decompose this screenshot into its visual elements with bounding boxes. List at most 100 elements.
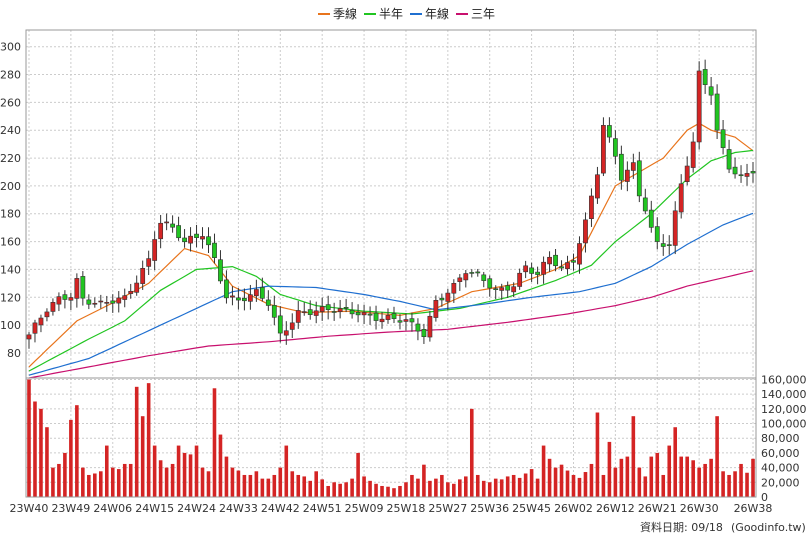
volume-bar: [499, 479, 504, 497]
candle-body: [648, 209, 654, 228]
volume-bar: [254, 471, 259, 497]
volume-tick-label: 120,000: [761, 403, 807, 416]
volume-bar: [386, 486, 390, 497]
volume-bar: [260, 478, 265, 497]
candle-body: [38, 317, 44, 326]
volume-bar: [547, 458, 552, 497]
volume-bar: [146, 383, 151, 497]
volume-bar: [374, 483, 378, 497]
volume-bar: [39, 408, 43, 497]
volume-bar: [416, 478, 420, 497]
candle-body: [212, 242, 217, 258]
candle-body: [624, 169, 630, 182]
candle-body: [421, 329, 427, 338]
candle-body: [415, 323, 421, 332]
volume-bar: [613, 467, 618, 497]
candle-body: [68, 297, 74, 301]
candle-body: [289, 322, 295, 330]
volume-bar: [242, 474, 247, 497]
volume-bar: [170, 463, 175, 497]
candle-body: [242, 297, 247, 302]
candle-body: [529, 267, 535, 274]
candle-body: [247, 294, 253, 302]
candle-body: [589, 195, 594, 219]
price-tick-label: 280: [0, 69, 21, 82]
volume-tick-label: 60,000: [761, 447, 800, 460]
footer: 資料日期: 09/18 (Goodinfo.tw): [640, 520, 806, 534]
volume-bar: [320, 479, 324, 497]
volume-bar: [308, 480, 313, 497]
volume-bar: [158, 460, 163, 497]
candle-body: [427, 315, 433, 338]
volume-bar: [278, 467, 283, 497]
date-label: 資料日期: 09/18: [640, 520, 723, 534]
volume-bar: [637, 467, 642, 497]
time-tick-label: 26W02: [554, 502, 593, 515]
candle-body: [331, 311, 337, 313]
volume-bar: [152, 445, 157, 497]
candle-body: [493, 288, 499, 290]
candle-body: [672, 210, 678, 246]
candle-body: [50, 302, 56, 312]
volume-bar: [667, 445, 672, 497]
candle-body: [236, 297, 241, 301]
legend-label: 半年: [379, 7, 403, 21]
volume-bar: [206, 471, 211, 497]
candle-body: [307, 309, 313, 315]
candle-body: [607, 125, 612, 138]
candle-body: [403, 319, 409, 322]
time-tick-label: 25W18: [387, 502, 426, 515]
volume-bar: [164, 467, 169, 497]
candle-body: [271, 305, 277, 318]
candle-body: [206, 236, 211, 246]
volume-bar: [110, 467, 115, 497]
candle-body: [86, 299, 92, 305]
volume-bar: [655, 452, 660, 497]
candle-body: [188, 235, 193, 244]
candle-body: [553, 254, 558, 267]
price-tick-label: 80: [7, 347, 21, 360]
candle-body: [32, 322, 38, 334]
candle-body: [140, 268, 146, 284]
legend-label: 季線: [333, 6, 357, 21]
volume-bar: [87, 474, 91, 497]
candle-body: [463, 273, 469, 281]
time-tick-label: 25W36: [470, 502, 509, 515]
candle-body: [319, 306, 325, 312]
price-tick-label: 220: [0, 152, 21, 165]
candle-body: [636, 160, 642, 197]
volume-bar: [27, 379, 31, 497]
candle-body: [265, 299, 271, 306]
volume-bar: [410, 474, 414, 497]
volume-bar: [188, 454, 193, 497]
volume-bar: [176, 445, 181, 497]
candle-body: [367, 313, 373, 316]
candle-body: [218, 259, 223, 282]
volume-bar: [733, 471, 737, 497]
candle-body: [62, 294, 68, 300]
candle-body: [295, 310, 301, 323]
time-tick-label: 25W09: [345, 502, 384, 515]
candle-body: [146, 258, 152, 267]
candle-body: [164, 221, 170, 224]
candle-body: [612, 138, 618, 157]
candle-body: [595, 174, 600, 199]
moving-average-lines: [28, 122, 754, 379]
candle-body: [379, 318, 385, 323]
time-tick-label: 24W33: [219, 502, 258, 515]
volume-bar: [517, 477, 522, 497]
volume-bar: [661, 474, 666, 497]
candle-body: [738, 174, 744, 177]
candle-body: [259, 287, 265, 299]
volume-bar: [601, 474, 606, 497]
candle-body: [654, 226, 660, 242]
volume-bar: [703, 463, 707, 497]
candle-body: [517, 272, 523, 287]
volume-bar: [745, 472, 749, 497]
candle-body: [678, 183, 684, 213]
price-tick-label: 180: [0, 208, 21, 221]
time-tick-label: 24W42: [261, 502, 300, 515]
candle-body: [583, 219, 588, 244]
candle-body: [577, 243, 582, 265]
